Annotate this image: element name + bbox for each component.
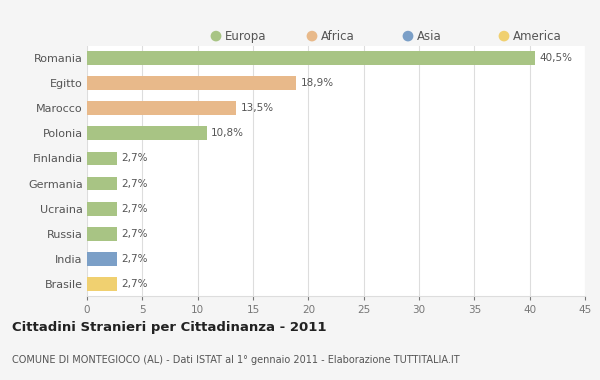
Bar bbox=[87, 76, 296, 90]
Text: 40,5%: 40,5% bbox=[539, 53, 572, 63]
Bar bbox=[87, 51, 535, 65]
Bar bbox=[87, 252, 117, 266]
Bar bbox=[87, 177, 117, 190]
Text: Europa: Europa bbox=[225, 30, 266, 43]
Text: 2,7%: 2,7% bbox=[121, 279, 148, 289]
Bar bbox=[87, 227, 117, 241]
Text: COMUNE DI MONTEGIOCO (AL) - Dati ISTAT al 1° gennaio 2011 - Elaborazione TUTTITA: COMUNE DI MONTEGIOCO (AL) - Dati ISTAT a… bbox=[12, 355, 460, 365]
Text: 2,7%: 2,7% bbox=[121, 204, 148, 214]
Text: 10,8%: 10,8% bbox=[211, 128, 244, 138]
Bar bbox=[87, 127, 206, 140]
Text: 2,7%: 2,7% bbox=[121, 229, 148, 239]
Text: 2,7%: 2,7% bbox=[121, 254, 148, 264]
Bar bbox=[87, 101, 236, 115]
Bar bbox=[87, 277, 117, 291]
Text: Asia: Asia bbox=[417, 30, 442, 43]
Text: 2,7%: 2,7% bbox=[121, 154, 148, 163]
Bar bbox=[87, 202, 117, 215]
Text: 18,9%: 18,9% bbox=[301, 78, 334, 88]
Text: America: America bbox=[513, 30, 562, 43]
Text: 13,5%: 13,5% bbox=[241, 103, 274, 113]
Bar bbox=[87, 152, 117, 165]
Text: Africa: Africa bbox=[321, 30, 355, 43]
Text: Cittadini Stranieri per Cittadinanza - 2011: Cittadini Stranieri per Cittadinanza - 2… bbox=[12, 321, 326, 334]
Text: 2,7%: 2,7% bbox=[121, 179, 148, 188]
